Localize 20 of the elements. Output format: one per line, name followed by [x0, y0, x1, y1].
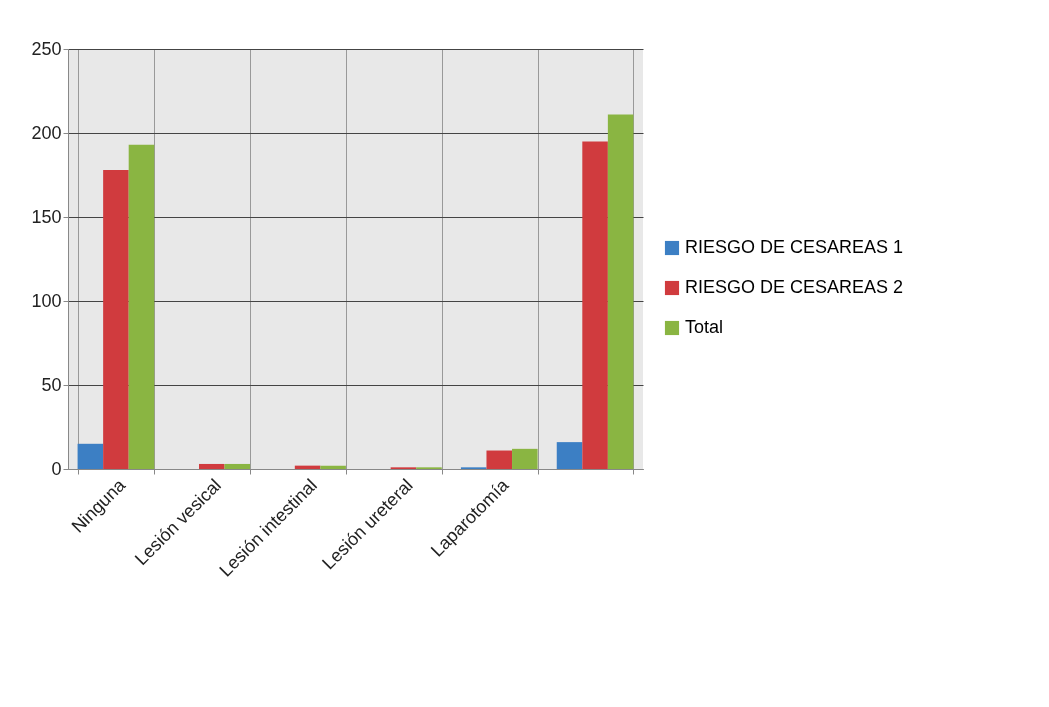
- bar: [556, 442, 583, 469]
- bar: [607, 114, 634, 469]
- bar: [486, 450, 513, 469]
- bar: [582, 141, 608, 469]
- y-tick-label: 150: [31, 206, 62, 227]
- bar: [128, 144, 155, 469]
- y-tick-label: 100: [31, 290, 62, 311]
- bar: [198, 463, 225, 469]
- y-tick-label: 50: [41, 374, 62, 395]
- bar: [77, 443, 104, 469]
- bar: [320, 465, 346, 469]
- y-tick-label: 200: [31, 122, 62, 143]
- legend-label: RIESGO DE CESAREAS 2: [685, 277, 904, 297]
- bar: [103, 169, 129, 469]
- y-tick-label: 250: [31, 38, 62, 59]
- y-tick-label: 0: [51, 458, 62, 479]
- legend-label: Total: [685, 317, 724, 337]
- legend-label: RIESGO DE CESAREAS 1: [685, 237, 904, 257]
- bar: [512, 448, 538, 469]
- bar: [224, 463, 251, 469]
